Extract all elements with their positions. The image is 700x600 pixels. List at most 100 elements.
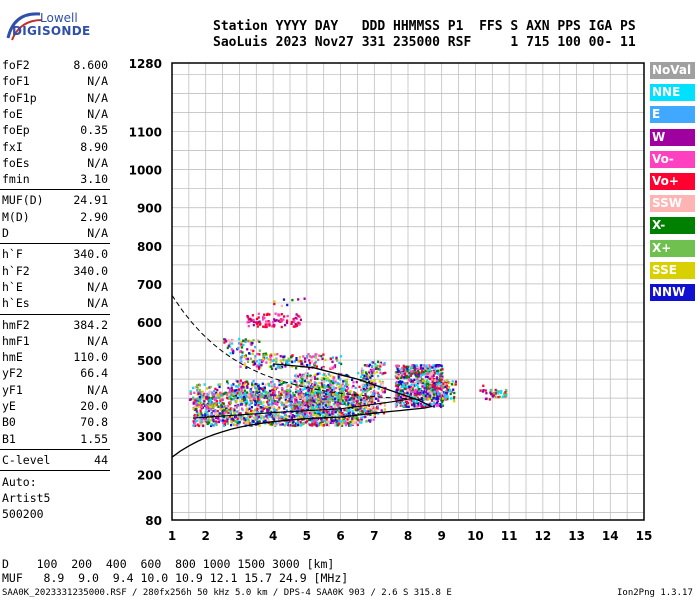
echo-pixel xyxy=(220,415,224,419)
echo-pixel xyxy=(331,360,334,364)
echo-pixel xyxy=(195,408,198,411)
param-key: h`Es xyxy=(2,296,30,311)
echo-pixel xyxy=(219,392,222,395)
echo-pixel xyxy=(295,405,298,408)
echo-pixel xyxy=(277,379,280,383)
echo-pixel xyxy=(298,355,301,359)
echo-pixel xyxy=(293,402,296,406)
echo-pixel xyxy=(290,400,293,404)
echo-pixel xyxy=(440,398,443,401)
echo-pixel xyxy=(281,390,284,393)
param-row-fof1p: foF1p N/A xyxy=(2,90,108,106)
echo-pixel xyxy=(282,298,286,301)
echo-pixel xyxy=(317,392,320,395)
echo-pixel xyxy=(325,385,328,388)
x-tick-label: 11 xyxy=(501,529,518,543)
echo-pixel xyxy=(243,383,246,386)
echo-pixel xyxy=(200,401,203,405)
echo-pixel xyxy=(379,402,382,406)
echo-pixel xyxy=(236,410,239,413)
echo-pixel xyxy=(302,373,305,376)
echo-pixel xyxy=(370,361,374,364)
param-row-clevel: C-level 44 xyxy=(2,452,108,468)
echo-pixel xyxy=(499,395,502,398)
echo-pixel xyxy=(228,341,232,344)
echo-pixel xyxy=(406,400,409,403)
echo-pixel xyxy=(250,386,254,389)
echo-pixel xyxy=(207,409,210,412)
param-row-foep: foEp 0.35 xyxy=(2,122,108,138)
echo-pixel xyxy=(274,358,277,361)
echo-pixel xyxy=(289,402,292,405)
echo-pixel xyxy=(330,393,333,396)
echo-pixel xyxy=(230,423,233,427)
echo-pixel xyxy=(306,380,309,384)
echo-pixel xyxy=(233,409,236,412)
echo-pixel xyxy=(421,373,424,377)
echo-pixel xyxy=(308,367,311,370)
echo-pixel xyxy=(282,318,285,321)
echo-pixel xyxy=(273,402,276,405)
echo-pixel xyxy=(263,415,266,419)
echo-pixel xyxy=(433,405,436,408)
echo-pixel xyxy=(325,409,328,413)
echo-pixel xyxy=(260,363,263,367)
echo-pixel xyxy=(290,416,293,419)
echo-pixel xyxy=(213,389,216,393)
echo-pixel xyxy=(302,355,305,358)
echo-pixel xyxy=(264,419,267,422)
echo-pixel xyxy=(353,392,357,395)
echo-pixel xyxy=(371,410,374,414)
echo-pixel xyxy=(302,388,305,391)
echo-pixel xyxy=(227,409,230,412)
echo-pixel xyxy=(433,388,436,391)
echo-pixel xyxy=(297,375,300,378)
echo-pixel xyxy=(255,364,258,368)
echo-pixel xyxy=(245,421,248,424)
echo-pixel xyxy=(369,368,373,372)
echo-pixel xyxy=(243,399,246,402)
echo-pixel xyxy=(301,392,304,395)
echo-pixel xyxy=(400,385,403,389)
x-tick-label: 6 xyxy=(336,529,344,543)
echo-pixel xyxy=(258,340,261,343)
echo-pixel xyxy=(339,389,342,392)
echo-pixel xyxy=(270,423,273,427)
echo-pixel xyxy=(373,402,376,405)
echo-pixel xyxy=(441,386,444,390)
echo-pixel xyxy=(307,420,310,423)
echo-pixel xyxy=(408,365,411,368)
echo-pixel xyxy=(403,404,406,407)
echo-pixel xyxy=(283,390,286,393)
logo-text-lowell: Lowell xyxy=(40,11,78,25)
echo-pixel xyxy=(441,399,445,402)
echo-pixel xyxy=(330,380,333,383)
echo-pixel xyxy=(306,373,309,376)
echo-pixel xyxy=(444,396,447,399)
echo-pixel xyxy=(343,421,346,424)
echo-pixel xyxy=(322,406,325,409)
echo-pixel xyxy=(377,360,380,364)
param-row-fof1: foF1 N/A xyxy=(2,73,108,89)
echo-pixel xyxy=(314,404,317,407)
echo-pixel xyxy=(346,421,349,425)
param-value: 8.90 xyxy=(80,139,108,154)
echo-pixel xyxy=(401,371,404,375)
echo-pixel xyxy=(324,393,328,396)
echo-pixel xyxy=(293,414,296,418)
echo-pixel xyxy=(355,408,358,412)
echo-pixel xyxy=(267,399,270,402)
echo-pixel xyxy=(208,386,211,389)
echo-pixel xyxy=(404,384,407,387)
echo-pixel xyxy=(314,391,317,395)
echo-pixel xyxy=(247,318,250,321)
echo-pixel xyxy=(207,416,210,419)
echo-pixel xyxy=(322,367,325,370)
echo-pixel xyxy=(327,388,330,391)
echo-pixel xyxy=(331,414,334,417)
echo-pixel xyxy=(431,399,434,402)
echo-pixel xyxy=(280,383,283,386)
echo-pixel xyxy=(420,397,424,400)
echo-pixel xyxy=(218,418,221,421)
echo-pixel xyxy=(337,396,341,399)
